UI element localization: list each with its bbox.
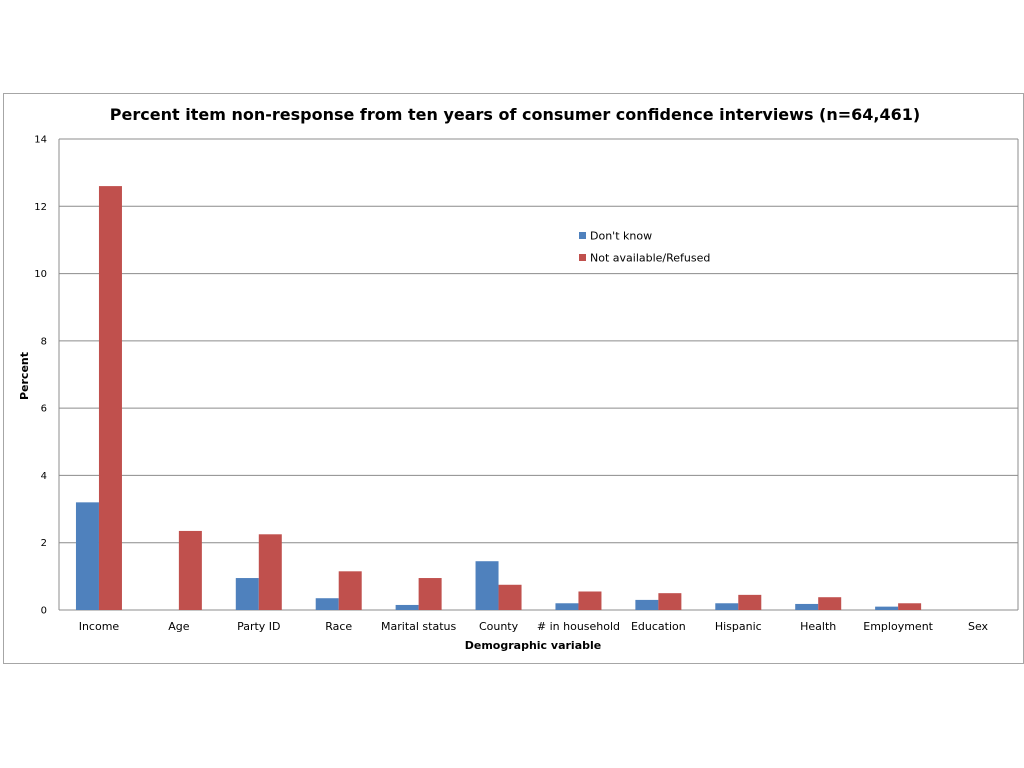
bar-not-available-refused	[738, 594, 762, 610]
bar-not-available-refused	[98, 186, 122, 610]
y-tick-label: 6	[41, 404, 47, 415]
legend-swatch-dont-know	[579, 232, 586, 239]
bar-chart: Percent item non-response from ten years…	[18, 105, 1019, 652]
y-tick-label: 4	[41, 471, 47, 482]
x-tick-label: # in household	[537, 620, 620, 633]
bar-not-available-refused	[498, 584, 522, 610]
legend: Don't know Not available/Refused	[579, 230, 710, 265]
grid-lines	[58, 138, 1019, 611]
bar-dont-know	[795, 603, 819, 610]
bar-not-available-refused	[338, 571, 362, 610]
y-tick-label: 12	[34, 202, 47, 213]
chart-title: Percent item non-response from ten years…	[110, 105, 920, 124]
bar-dont-know	[395, 604, 419, 610]
bar-dont-know	[475, 561, 499, 610]
x-tick-label: Marital status	[381, 620, 456, 633]
bar-dont-know	[715, 603, 739, 610]
y-tick-label: 14	[34, 135, 47, 146]
chart-frame: Percent item non-response from ten years…	[3, 93, 1024, 664]
x-tick-label: Hispanic	[715, 620, 762, 633]
bar-dont-know	[315, 598, 339, 610]
bar-dont-know	[635, 599, 659, 610]
y-tick-label: 10	[34, 269, 47, 280]
legend-label-not-available-refused: Not available/Refused	[590, 252, 710, 265]
x-tick-label: Employment	[863, 620, 933, 633]
bar-dont-know	[235, 578, 259, 610]
y-tick-label: 8	[41, 336, 47, 347]
x-tick-label: Age	[168, 620, 190, 633]
bar-dont-know	[875, 606, 899, 610]
x-tick-label: Health	[800, 620, 836, 633]
bar-not-available-refused	[258, 534, 282, 610]
bar-not-available-refused	[898, 603, 922, 610]
legend-swatch-not-available-refused	[579, 254, 586, 261]
x-tick-label: Race	[325, 620, 352, 633]
bar-not-available-refused	[658, 593, 682, 610]
bars	[75, 186, 922, 610]
bar-dont-know	[75, 502, 99, 610]
x-tick-label: Education	[631, 620, 686, 633]
x-axis-title: Demographic variable	[465, 639, 601, 652]
y-tick-labels: 0 2 4 6 8 10 12 14	[34, 135, 47, 617]
x-tick-labels: Income Age Party ID Race Marital status Count…	[79, 620, 989, 633]
y-tick-label: 0	[41, 606, 47, 617]
legend-label-dont-know: Don't know	[590, 230, 652, 243]
bar-not-available-refused	[178, 530, 202, 610]
x-tick-label: County	[479, 620, 519, 633]
bar-dont-know	[555, 603, 579, 610]
bar-not-available-refused	[818, 597, 842, 610]
bar-not-available-refused	[578, 591, 602, 610]
y-axis-title: Percent	[18, 352, 31, 400]
y-tick-label: 2	[41, 538, 47, 549]
x-tick-label: Sex	[968, 620, 989, 633]
bar-not-available-refused	[418, 578, 442, 610]
x-tick-label: Income	[79, 620, 120, 633]
x-tick-label: Party ID	[237, 620, 280, 633]
